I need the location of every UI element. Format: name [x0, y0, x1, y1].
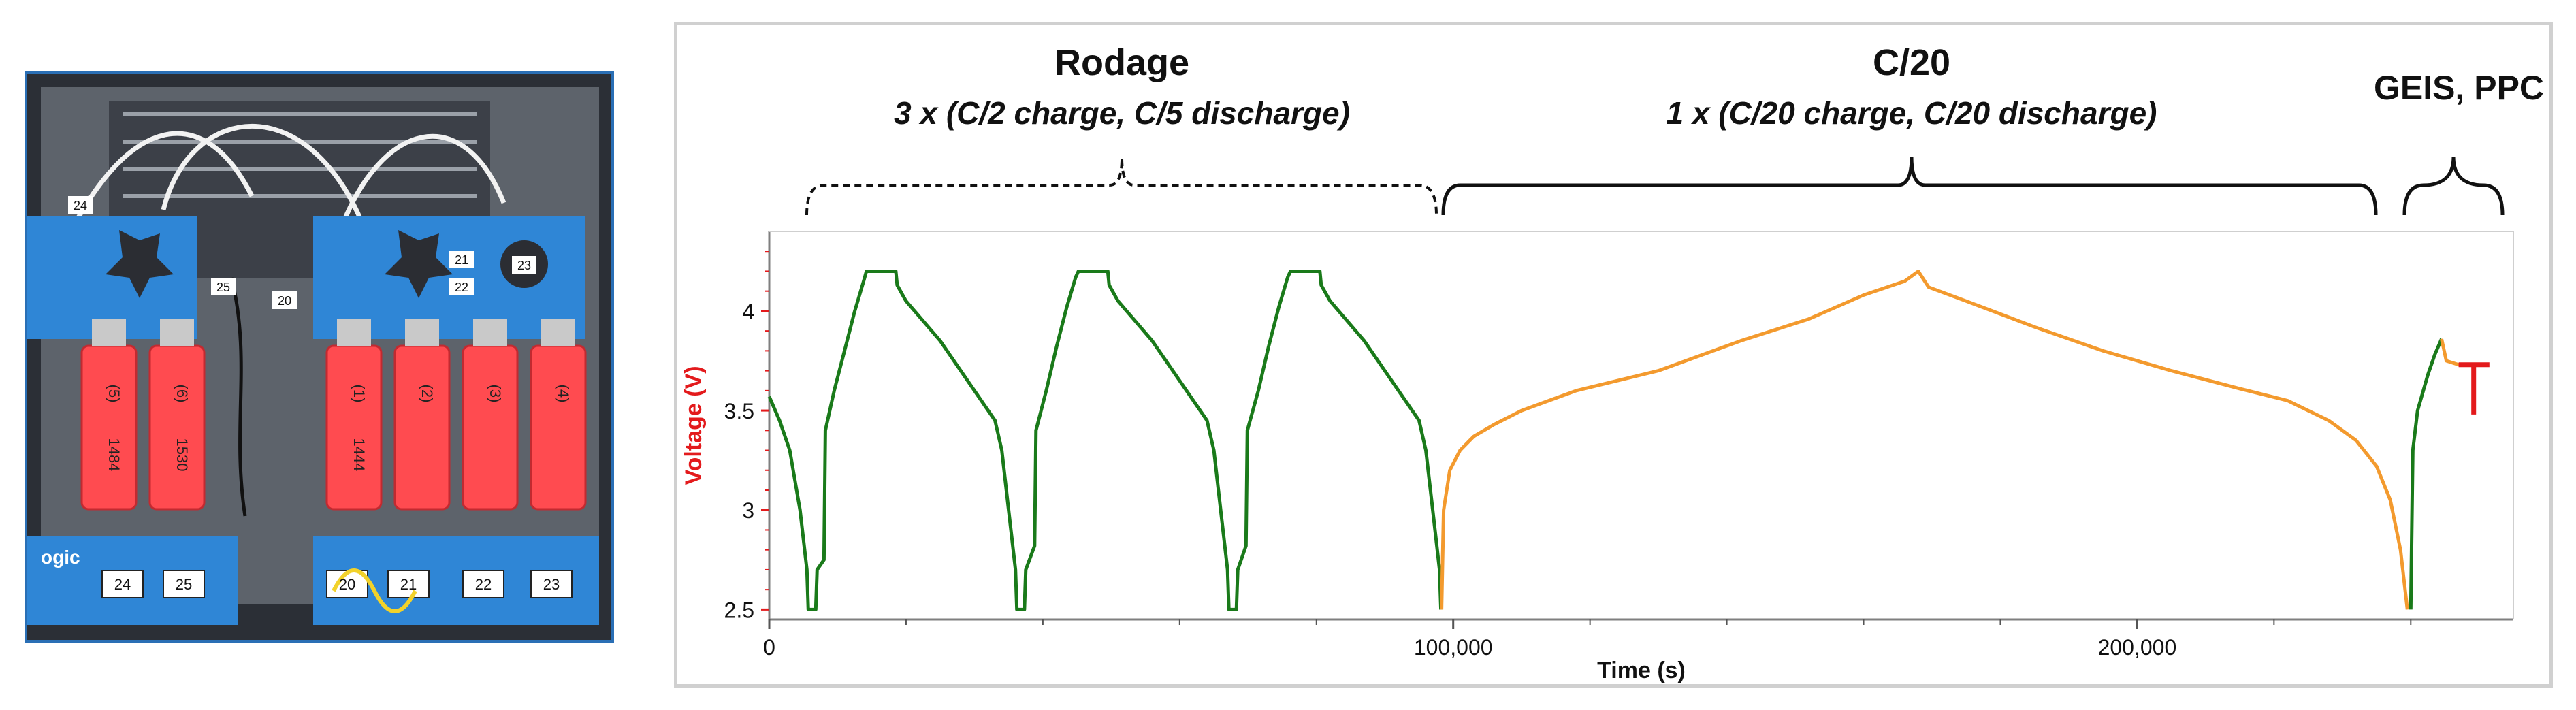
battery-cells-photo-icon: 24 25 20 21 22 23 ogic (5) (6) (1) (2) (…	[27, 74, 611, 640]
battery-rig-photo: 24 25 20 21 22 23 ogic (5) (6) (1) (2) (…	[25, 71, 614, 643]
series-line	[767, 270, 1443, 611]
y-tick-label: 2.5	[724, 598, 754, 622]
cell-label: (1)	[351, 385, 368, 403]
cell-label: (2)	[419, 385, 436, 403]
wire-tag: 22	[455, 280, 468, 294]
cell-label: (5)	[106, 385, 123, 403]
channel-label: 24	[114, 576, 131, 593]
channel-label: 23	[543, 576, 560, 593]
x-tick-label: 0	[763, 635, 775, 660]
y-axis-label: Voltage (V)	[681, 366, 707, 485]
wire-tag: 23	[517, 259, 531, 272]
channel-label: 22	[475, 576, 492, 593]
x-axis-label: Time (s)	[1597, 658, 1686, 683]
series-line	[2409, 338, 2443, 610]
cell-label: (4)	[555, 385, 572, 403]
channel-label: 25	[176, 576, 192, 593]
series-line	[2440, 338, 2473, 367]
chart-panel	[674, 22, 2553, 688]
series-line	[1440, 270, 2409, 610]
phase-rodage-title: Rodage	[1054, 42, 1189, 83]
wire-tag: 21	[455, 253, 468, 267]
y-tick-label: 3.5	[724, 399, 754, 423]
phase-c20-title: C/20	[1873, 42, 1950, 83]
cell-number: 1444	[351, 438, 368, 472]
brand-text: ogic	[41, 547, 80, 568]
y-tick-label: 4	[742, 300, 754, 324]
y-tick-label: 3	[742, 498, 754, 523]
channel-label: 20	[339, 576, 355, 593]
cell-label: (6)	[174, 385, 191, 403]
cell-label: (3)	[487, 385, 504, 403]
channel-label: 21	[400, 576, 417, 593]
brace-rodage	[805, 157, 1438, 216]
wire-tag: 24	[74, 199, 87, 212]
phase-geis-ppc-title: GEIS, PPC	[2374, 69, 2544, 107]
wire-tag: 20	[278, 294, 291, 308]
cell-number: 1484	[106, 438, 123, 472]
cell-number: 1530	[174, 438, 191, 472]
phase-c20-subtitle: 1 x (C/20 charge, C/20 discharge)	[1667, 95, 2157, 131]
x-tick-label: 200,000	[2098, 635, 2177, 660]
brace-geis	[2402, 156, 2505, 216]
phase-rodage-subtitle: 3 x (C/2 charge, C/5 discharge)	[894, 95, 1350, 131]
brace-c20	[1441, 156, 2378, 216]
wire-tag: 25	[216, 280, 230, 294]
x-tick-label: 100,000	[1414, 635, 1493, 660]
